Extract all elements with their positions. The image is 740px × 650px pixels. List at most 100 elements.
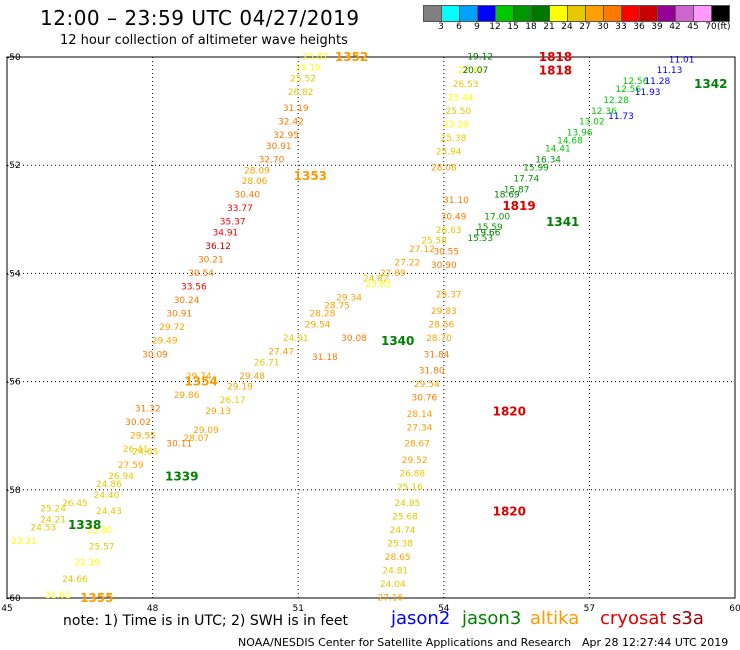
wave-height-label-altika: 21.61 — [45, 591, 71, 601]
color-scale-label: 21 — [543, 22, 555, 32]
wave-height-label-altika: 23.10 — [295, 64, 321, 74]
wave-height-label-altika: 29.54 — [414, 380, 440, 390]
wave-height-label-altika: 24.74 — [390, 526, 416, 536]
wave-height-label-altika: 28.28 — [310, 310, 336, 320]
wave-height-label-altika: 24.53 — [31, 523, 57, 533]
wave-height-label-cryosat: 30.90 — [431, 261, 457, 271]
wave-height-label-jason2: 11.01 — [669, 55, 695, 65]
pass-time-label: 1338 — [68, 518, 101, 532]
wave-height-label-jason3: 19.12 — [467, 53, 493, 63]
wave-height-label-jason3: 15.87 — [504, 185, 530, 195]
wave-height-label-cryosat: 32.42 — [278, 118, 304, 128]
wave-height-label-altika: 26.45 — [62, 499, 88, 509]
color-scale-label: 27 — [579, 22, 591, 32]
wave-height-label-jason3: 17.74 — [513, 174, 539, 184]
wave-height-label-cryosat: 30.91 — [166, 310, 192, 320]
pass-time-label: 1352 — [335, 50, 368, 64]
y-tick-label: -60 — [6, 594, 21, 604]
wave-height-label: 26.63 — [436, 226, 462, 236]
page-subtitle: 12 hour collection of altimeter wave hei… — [60, 33, 348, 48]
wave-height-label-altika: 29.37 — [436, 291, 462, 301]
color-scale-label: 6 — [456, 22, 462, 32]
wave-height-label-cryosat: 28.06 — [242, 177, 268, 187]
color-scale-bar — [423, 5, 730, 22]
pass-time-label: 1342 — [694, 77, 727, 91]
color-scale-label: 45 — [687, 22, 699, 32]
wave-height-label-altika: 28.75 — [324, 302, 350, 312]
wave-height-label-cryosat: 33.77 — [227, 204, 253, 214]
wave-height-label-altika: 26.94 — [108, 472, 134, 482]
wave-height-label-cryosat: 29.72 — [159, 323, 185, 333]
x-tick-label: 51 — [292, 604, 303, 614]
wave-height-label: 23.83 — [365, 280, 391, 290]
wave-height-label-jason3: 12.56 — [615, 85, 641, 95]
wave-height-label-altika: 24.81 — [382, 567, 408, 577]
legend-s3a: s3a — [672, 608, 704, 629]
color-scale-label: 18 — [525, 22, 537, 32]
plot-frame — [6, 56, 736, 599]
color-scale-label: 15 — [507, 22, 519, 32]
color-scale-label: 36 — [633, 22, 645, 32]
wave-height-label-altika: 24.82 — [363, 275, 389, 285]
wave-height-label-altika: 29.74 — [186, 372, 212, 382]
pass-time-label: 1341 — [546, 215, 579, 229]
wave-height-label-altika: 25.57 — [89, 542, 115, 552]
wave-height-label-jason3: 12.28 — [603, 96, 629, 106]
wave-height-label-jason3: 15.53 — [467, 234, 493, 244]
color-scale-label: 70 — [705, 22, 717, 32]
wave-height-label-altika: 29.54 — [305, 321, 331, 331]
wave-height-label-altika: 26.53 — [453, 80, 479, 90]
wave-height-label-altika: 28.09 — [244, 166, 270, 176]
wave-height-label-altika: 26.82 — [288, 88, 314, 98]
wave-height-label-altika: 25.16 — [397, 483, 423, 493]
wave-height-label-altika: 25.94 — [436, 147, 462, 157]
wave-height-label-jason3: 17.00 — [484, 212, 510, 222]
color-scale-label: 39 — [651, 22, 663, 32]
color-scale-label: 30 — [597, 22, 609, 32]
wave-height-label-jason3: 18.69 — [494, 191, 520, 201]
wave-height-label-cryosat: 33.56 — [181, 283, 207, 293]
pass-time-label: 1818 — [539, 64, 572, 78]
wave-height-label-jason2: 11.73 — [608, 112, 634, 122]
y-tick-label: -56 — [6, 378, 21, 388]
y-tick-label: -50 — [6, 53, 21, 63]
wave-height-label-cryosat: 34.91 — [213, 229, 239, 239]
wave-height-label-altika: 25.24 — [40, 504, 66, 514]
wave-height-label-altika: 26.17 — [220, 396, 246, 406]
wave-height-label-altika: 27.34 — [407, 423, 433, 433]
wave-height-label-cryosat: 30.91 — [266, 142, 292, 152]
wave-height-label-altika: 27.16 — [378, 594, 404, 604]
wave-height-label-altika: 28.67 — [404, 440, 430, 450]
wave-height-label-altika: 23.87 — [302, 53, 328, 63]
wave-height-label-altika: 28.56 — [428, 321, 454, 331]
color-scale-label: 24 — [561, 22, 573, 32]
wave-height-label-jason2: 11.93 — [635, 88, 661, 98]
wave-height-label-jason3: 13.96 — [567, 128, 593, 138]
credit-text: NOAA/NESDIS Center for Satellite Applica… — [238, 636, 572, 649]
wave-height-label-jason2: 11.28 — [644, 77, 670, 87]
wave-height-label-altika: 22.39 — [74, 559, 100, 569]
wave-height-label-altika: 25.38 — [441, 134, 467, 144]
wave-height-label-altika: 24.04 — [380, 580, 406, 590]
wave-height-label-cryosat: 31.19 — [283, 104, 309, 114]
pass-time-label: 1820 — [493, 504, 526, 518]
wave-height-label-altika: 29.19 — [227, 383, 253, 393]
wave-height-label-altika: 26.71 — [254, 358, 280, 368]
wave-height-label-altika: 29.13 — [205, 407, 231, 417]
wave-height-label-cryosat: 30.49 — [441, 212, 467, 222]
wave-height-label-altika: 28.65 — [385, 553, 411, 563]
pass-time-label: 1820 — [493, 404, 526, 418]
wave-height-label-cryosat: 30.08 — [341, 334, 367, 344]
wave-height-label-altika: 24.43 — [96, 507, 122, 517]
wave-height-label-cryosat: 32.70 — [259, 155, 285, 165]
wave-height-label-jason3: 16.34 — [535, 155, 561, 165]
wave-height-label-jason3: 15.59 — [477, 223, 503, 233]
wave-height-label-cryosat: 30.40 — [234, 191, 260, 201]
wave-height-label-cryosat: 30.21 — [198, 256, 224, 266]
wave-height-label-altika: 28.07 — [183, 434, 209, 444]
x-tick-label: 60 — [729, 604, 740, 614]
pass-time-label: 1353 — [294, 169, 327, 183]
wave-height-label-altika: 24.91 — [283, 334, 309, 344]
wave-height-label-altika: 26.41 — [123, 445, 149, 455]
wave-height-label-jason3: 15.99 — [523, 164, 549, 174]
